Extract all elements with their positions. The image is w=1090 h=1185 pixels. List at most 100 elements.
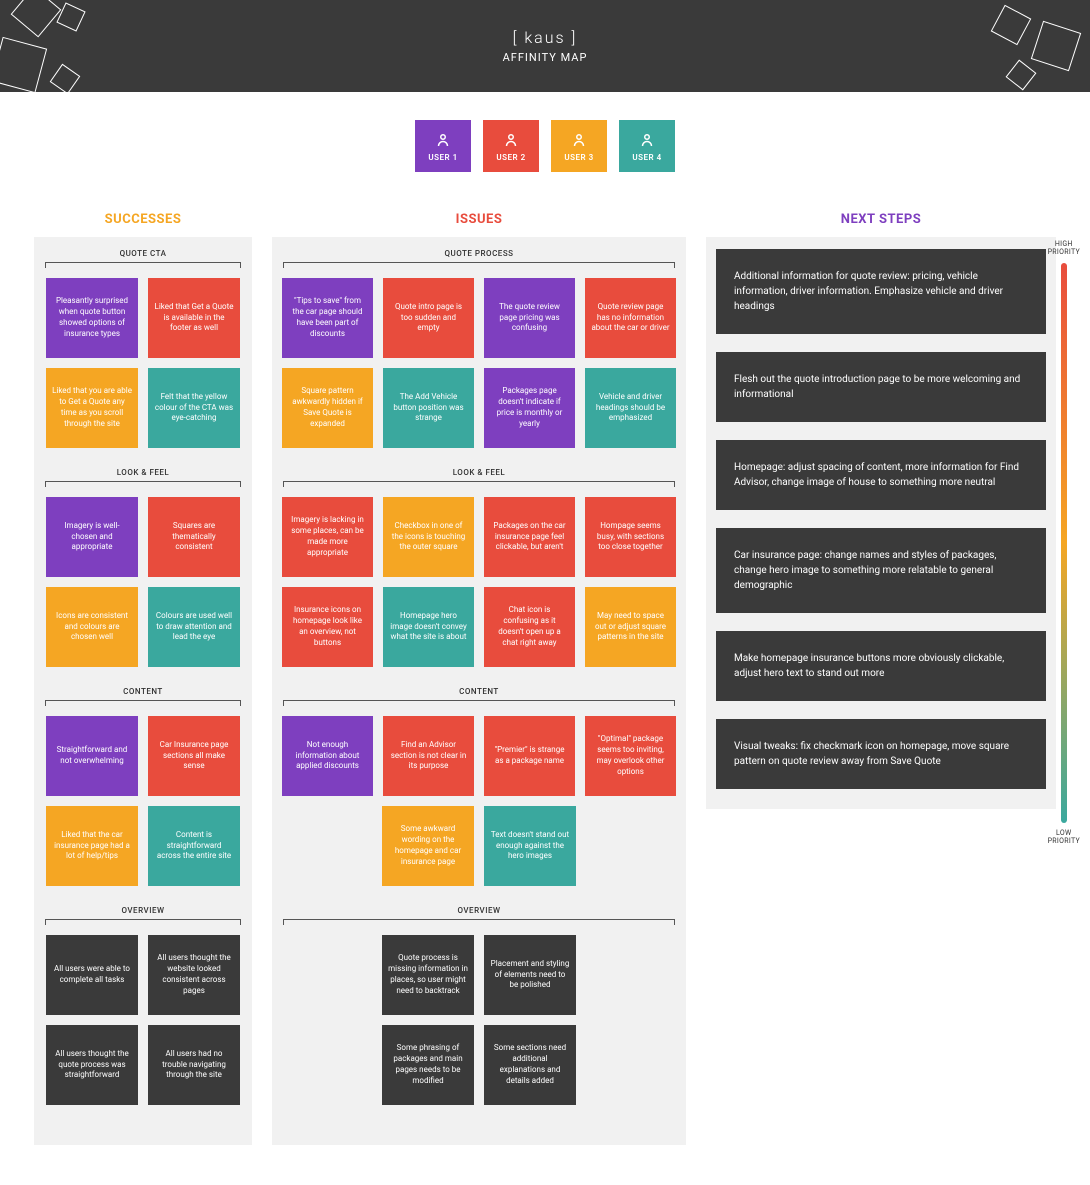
affinity-card: Quote process is missing information in … bbox=[382, 935, 474, 1015]
group-title: QUOTE PROCESS bbox=[282, 249, 676, 258]
priority-gradient bbox=[1061, 263, 1067, 823]
user-chip: USER 4 bbox=[619, 120, 675, 172]
header-subtitle: AFFINITY MAP bbox=[503, 51, 588, 64]
affinity-card: May need to space out or adjust square p… bbox=[585, 587, 676, 667]
card-row: Quote process is missing information in … bbox=[282, 935, 676, 1015]
group-title: QUOTE CTA bbox=[44, 249, 242, 258]
user-chip-label: USER 1 bbox=[428, 153, 457, 162]
issues-body: QUOTE PROCESS "Tips to save" from the car… bbox=[272, 237, 686, 1145]
affinity-card: The Add Vehicle button position was stra… bbox=[383, 368, 474, 448]
affinity-card: The quote review page pricing was confus… bbox=[484, 278, 575, 358]
successes-title: SUCCESSES bbox=[34, 212, 252, 227]
issues-title: ISSUES bbox=[272, 212, 686, 227]
affinity-card: Straightforward and not overwhelming bbox=[46, 716, 138, 796]
next-step-item: Visual tweaks: fix checkmark icon on hom… bbox=[716, 719, 1046, 789]
card-group: OVERVIEW All users were able to complete … bbox=[44, 906, 242, 1105]
affinity-card: Hompage seems busy, with sections too cl… bbox=[585, 497, 676, 577]
affinity-card: Some sections need additional explanatio… bbox=[484, 1025, 576, 1105]
affinity-card: Square pattern awkwardly hidden if Save … bbox=[282, 368, 373, 448]
group-bracket bbox=[45, 262, 241, 268]
user-chip-label: USER 2 bbox=[496, 153, 525, 162]
card-row: Icons are consistent and colours are cho… bbox=[44, 587, 242, 667]
affinity-card: All users thought the quote process was … bbox=[46, 1025, 138, 1105]
priority-high-label: HIGHPRIORITY bbox=[1048, 240, 1080, 257]
affinity-card: Insurance icons on homepage look like an… bbox=[282, 587, 373, 667]
affinity-card: All users thought the website looked con… bbox=[148, 935, 240, 1015]
group-title: CONTENT bbox=[44, 687, 242, 696]
card-row: Not enough information about applied dis… bbox=[282, 716, 676, 796]
card-row: Square pattern awkwardly hidden if Save … bbox=[282, 368, 676, 448]
affinity-card: Chat icon is confusing as it doesn't ope… bbox=[484, 587, 575, 667]
user-chip-label: USER 3 bbox=[564, 153, 593, 162]
group-title: OVERVIEW bbox=[282, 906, 676, 915]
affinity-card: All users were able to complete all task… bbox=[46, 935, 138, 1015]
card-group: LOOK & FEELImagery is lacking in some pl… bbox=[282, 468, 676, 667]
logo-text: [ kaus ] bbox=[513, 28, 578, 47]
affinity-card: Some awkward wording on the homepage and… bbox=[382, 806, 474, 886]
user-chip-label: USER 4 bbox=[632, 153, 661, 162]
next-step-item: Additional information for quote review:… bbox=[716, 249, 1046, 334]
group-bracket bbox=[45, 700, 241, 706]
affinity-card: Not enough information about applied dis… bbox=[282, 716, 373, 796]
user-chip: USER 2 bbox=[483, 120, 539, 172]
card-row: Liked that the car insurance page had a … bbox=[44, 806, 242, 886]
group-bracket bbox=[283, 481, 675, 487]
affinity-card: Some phrasing of packages and main pages… bbox=[382, 1025, 474, 1105]
affinity-card: Pleasantly surprised when quote button s… bbox=[46, 278, 138, 358]
card-row: Some awkward wording on the homepage and… bbox=[282, 806, 676, 886]
column-issues: ISSUES QUOTE PROCESS "Tips to save" from … bbox=[272, 212, 686, 1145]
group-bracket bbox=[283, 262, 675, 268]
affinity-card: Packages page doesn't indicate if price … bbox=[484, 368, 575, 448]
card-group: CONTENT Not enough information about appl… bbox=[282, 687, 676, 886]
card-row: Imagery is well-chosen and appropriateSq… bbox=[44, 497, 242, 577]
affinity-card: Liked that you are able to Get a Quote a… bbox=[46, 368, 138, 448]
affinity-card: Imagery is well-chosen and appropriate bbox=[46, 497, 138, 577]
affinity-card: "Premier" is strange as a package name bbox=[484, 716, 575, 796]
card-group: CONTENT Straightforward and not overwhelm… bbox=[44, 687, 242, 886]
group-bracket bbox=[45, 481, 241, 487]
card-row: Liked that you are able to Get a Quote a… bbox=[44, 368, 242, 448]
affinity-card: Vehicle and driver headings should be em… bbox=[585, 368, 676, 448]
column-next-steps: NEXT STEPS Additional information for qu… bbox=[706, 212, 1056, 809]
group-bracket bbox=[283, 700, 675, 706]
affinity-card: Find an Advisor section is not clear in … bbox=[383, 716, 474, 796]
affinity-card: Icons are consistent and colours are cho… bbox=[46, 587, 138, 667]
next-step-item: Flesh out the quote introduction page to… bbox=[716, 352, 1046, 422]
group-title: LOOK & FEEL bbox=[44, 468, 242, 477]
card-group: QUOTE CTA Pleasantly surprised when quote… bbox=[44, 249, 242, 448]
affinity-card: Felt that the yellow colour of the CTA w… bbox=[148, 368, 240, 448]
card-group: QUOTE PROCESS "Tips to save" from the car… bbox=[282, 249, 676, 448]
affinity-card: Car Insurance page sections all make sen… bbox=[148, 716, 240, 796]
affinity-card: Content is straightforward across the en… bbox=[148, 806, 240, 886]
affinity-card: Colours are used well to draw attention … bbox=[148, 587, 240, 667]
group-title: CONTENT bbox=[282, 687, 676, 696]
card-row: Pleasantly surprised when quote button s… bbox=[44, 278, 242, 358]
group-title: OVERVIEW bbox=[44, 906, 242, 915]
card-row: Some phrasing of packages and main pages… bbox=[282, 1025, 676, 1105]
affinity-card: Liked that the car insurance page had a … bbox=[46, 806, 138, 886]
affinity-card: Placement and styling of elements need t… bbox=[484, 935, 576, 1015]
next-step-item: Make homepage insurance buttons more obv… bbox=[716, 631, 1046, 701]
affinity-card: "Optimal" package seems too inviting, ma… bbox=[585, 716, 676, 796]
affinity-card: Imagery is lacking in some places, can b… bbox=[282, 497, 373, 577]
affinity-card: Quote intro page is too sudden and empty bbox=[383, 278, 474, 358]
affinity-card: Squares are thematically consistent bbox=[148, 497, 240, 577]
affinity-card: "Tips to save" from the car page should … bbox=[282, 278, 373, 358]
card-group: LOOK & FEEL Imagery is well-chosen and ap… bbox=[44, 468, 242, 667]
next-steps-body: Additional information for quote review:… bbox=[706, 237, 1056, 809]
user-chip: USER 1 bbox=[415, 120, 471, 172]
affinity-card: Homepage hero image doesn't convey what … bbox=[383, 587, 474, 667]
card-row: Insurance icons on homepage look like an… bbox=[282, 587, 676, 667]
successes-body: QUOTE CTA Pleasantly surprised when quote… bbox=[34, 237, 252, 1145]
priority-bar: HIGHPRIORITY LOWPRIORITY bbox=[1048, 240, 1080, 846]
affinity-card: Packages on the car insurance page feel … bbox=[484, 497, 575, 577]
next-steps-title: NEXT STEPS bbox=[706, 212, 1056, 227]
affinity-card: Liked that Get a Quote is available in t… bbox=[148, 278, 240, 358]
card-group: OVERVIEW Quote process is missing informa… bbox=[282, 906, 676, 1105]
header-bar: [ kaus ] AFFINITY MAP bbox=[0, 0, 1090, 92]
user-chip: USER 3 bbox=[551, 120, 607, 172]
affinity-card: Quote review page has no information abo… bbox=[585, 278, 676, 358]
card-row: Imagery is lacking in some places, can b… bbox=[282, 497, 676, 577]
card-row: Straightforward and not overwhelmingCar … bbox=[44, 716, 242, 796]
group-bracket bbox=[283, 919, 675, 925]
